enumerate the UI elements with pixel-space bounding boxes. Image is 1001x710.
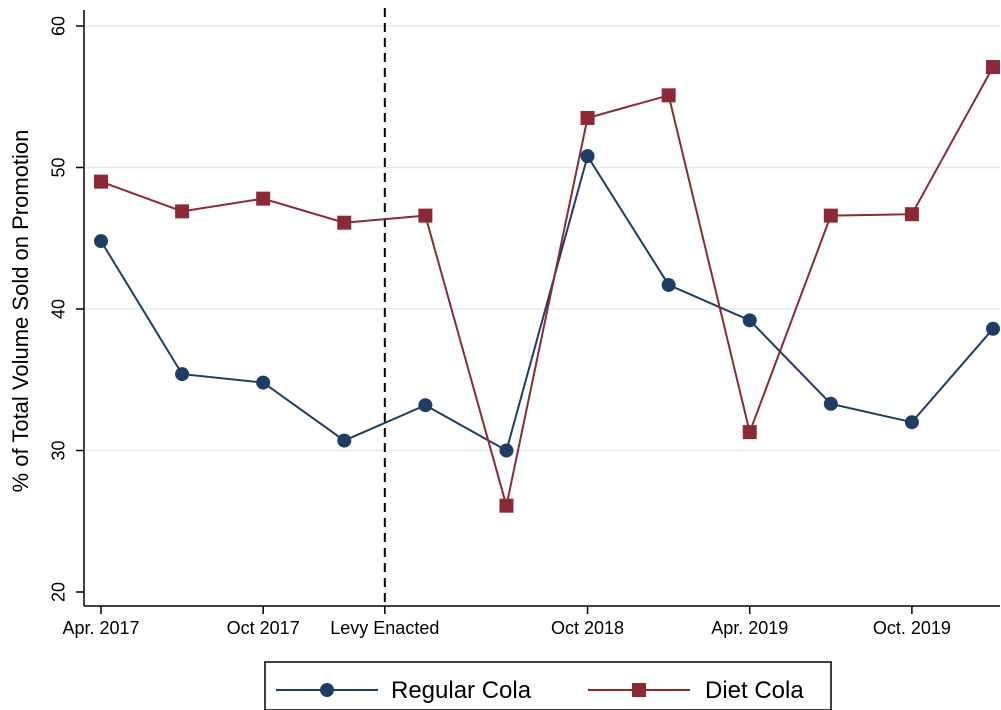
data-point-regular-cola [823,396,838,411]
y-tick-label: 30 [48,440,68,460]
data-point-diet-cola [904,207,919,222]
data-point-diet-cola [337,215,352,230]
series-line-regular-cola [100,153,994,452]
gridlines [84,25,1000,452]
data-point-regular-cola [904,415,919,430]
y-tick-label: 50 [48,157,68,177]
legend-diet-cola-label: Diet Cola [705,677,804,704]
data-point-diet-cola [661,88,676,103]
x-tick-label: Oct 2017 [227,618,300,638]
y-axis-ticks: 20 30 40 50 60 [48,16,84,602]
x-tick-label: Apr. 2017 [62,618,139,638]
data-point-regular-cola [418,398,433,413]
data-point-regular-cola [580,149,595,164]
data-point-diet-cola [986,60,1000,75]
legend-regular-cola-marker [320,683,334,697]
data-point-diet-cola [742,425,757,440]
legend: Regular Cola Diet Cola [264,661,832,710]
data-point-diet-cola [175,204,190,219]
x-tick-label: Oct. 2019 [873,618,951,638]
data-point-diet-cola [499,498,514,513]
x-tick-label: Levy Enacted [330,618,439,638]
data-point-regular-cola [175,367,190,382]
data-point-diet-cola [256,191,271,206]
data-point-diet-cola [823,208,838,223]
data-point-regular-cola [256,375,271,390]
x-tick-label: Apr. 2019 [711,618,788,638]
y-tick-label: 20 [48,582,68,602]
data-point-regular-cola [661,277,676,292]
data-point-regular-cola [337,433,352,448]
legend-box [264,661,832,710]
data-point-diet-cola [580,110,595,125]
y-tick-label: 40 [48,299,68,319]
legend-diet-cola-marker [632,683,646,697]
legend-regular-cola-label: Regular Cola [391,677,532,704]
y-axis-label: % of Total Volume Sold on Promotion [8,130,33,493]
data-point-diet-cola [94,174,108,189]
y-tick-label: 60 [48,16,68,36]
series-regular-cola [94,149,1000,458]
x-tick-label: Oct 2018 [551,618,624,638]
x-axis-ticks: Apr. 2017 Oct 2017 Levy Enacted Oct 2018 Apr… [62,606,951,638]
series-line-diet-cola [100,66,994,506]
data-point-diet-cola [418,208,433,223]
data-point-regular-cola [94,234,108,249]
data-point-regular-cola [742,313,757,328]
data-point-regular-cola [499,443,514,458]
series-diet-cola [94,60,1000,513]
data-point-regular-cola [986,321,1000,336]
series [94,60,1000,513]
